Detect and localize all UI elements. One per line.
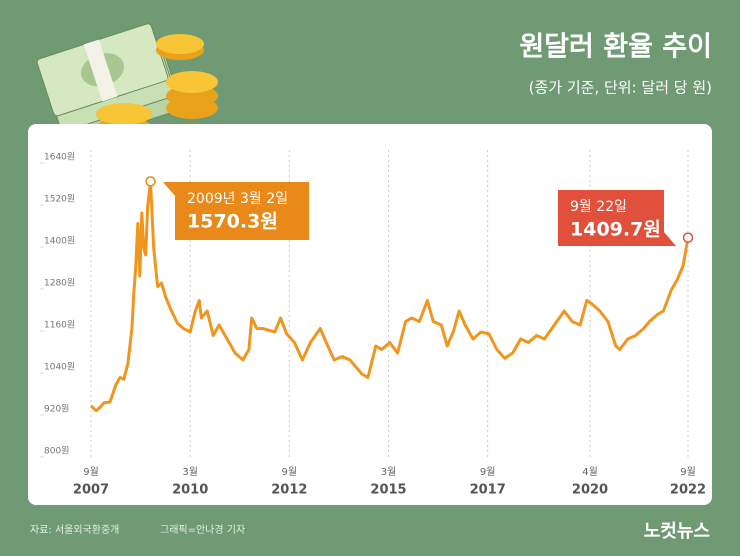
x-tick-label: 9월: [480, 466, 496, 478]
point-marker: [682, 232, 694, 243]
y-tick-label: 920원: [44, 404, 69, 415]
x-tick-year: 2010: [172, 483, 208, 498]
x-tick-year: 2022: [670, 483, 706, 498]
y-tick-label: 1520원: [44, 194, 75, 205]
chart-subtitle: (종가 기준, 단위: 달러 당 원): [529, 79, 712, 97]
line: [89, 179, 690, 413]
annotation-box: [175, 182, 309, 240]
y-tick-label: 800원: [44, 446, 69, 457]
y-tick-label: 1640원: [44, 152, 75, 163]
plot-panel: [28, 124, 712, 505]
x-tick-year: 2007: [73, 483, 109, 498]
source: 자료: 서울외국환중개: [30, 524, 119, 536]
y-tick-label: 1160원: [44, 320, 75, 331]
x-tick-label: 9월: [680, 466, 696, 478]
y-tick-label: 1400원: [44, 236, 75, 247]
annotation-date: 9월 22일: [570, 199, 627, 215]
x-tick-label: 4월: [582, 466, 598, 478]
chart-title: 원달러 환율 추이: [519, 32, 712, 63]
annotation-value: 1570.3원: [187, 211, 278, 233]
x-tick-label: 9월: [282, 466, 298, 478]
x-tick-year: 2012: [271, 483, 307, 498]
point-marker: [145, 176, 156, 187]
annotation-value: 1409.7원: [570, 219, 661, 241]
x-tick-label: 9월: [83, 466, 99, 478]
y-tick-label: 1040원: [44, 362, 75, 373]
x-tick-label: 3월: [381, 466, 397, 478]
x-tick-year: 2017: [470, 483, 506, 498]
x-tick-year: 2020: [572, 483, 608, 498]
annotation-tail: [163, 182, 175, 196]
logo: 노컷뉴스: [644, 521, 710, 542]
annotation-date: 2009년 3월 2일: [187, 191, 288, 207]
y-tick-label: 1280원: [44, 278, 75, 289]
annotation-tail: [664, 232, 676, 246]
x-tick-label: 3월: [182, 466, 198, 478]
x-tick-year: 2015: [370, 483, 406, 498]
annotation-box: [558, 190, 664, 246]
credit: 그래픽=안나경 기자: [160, 523, 245, 536]
